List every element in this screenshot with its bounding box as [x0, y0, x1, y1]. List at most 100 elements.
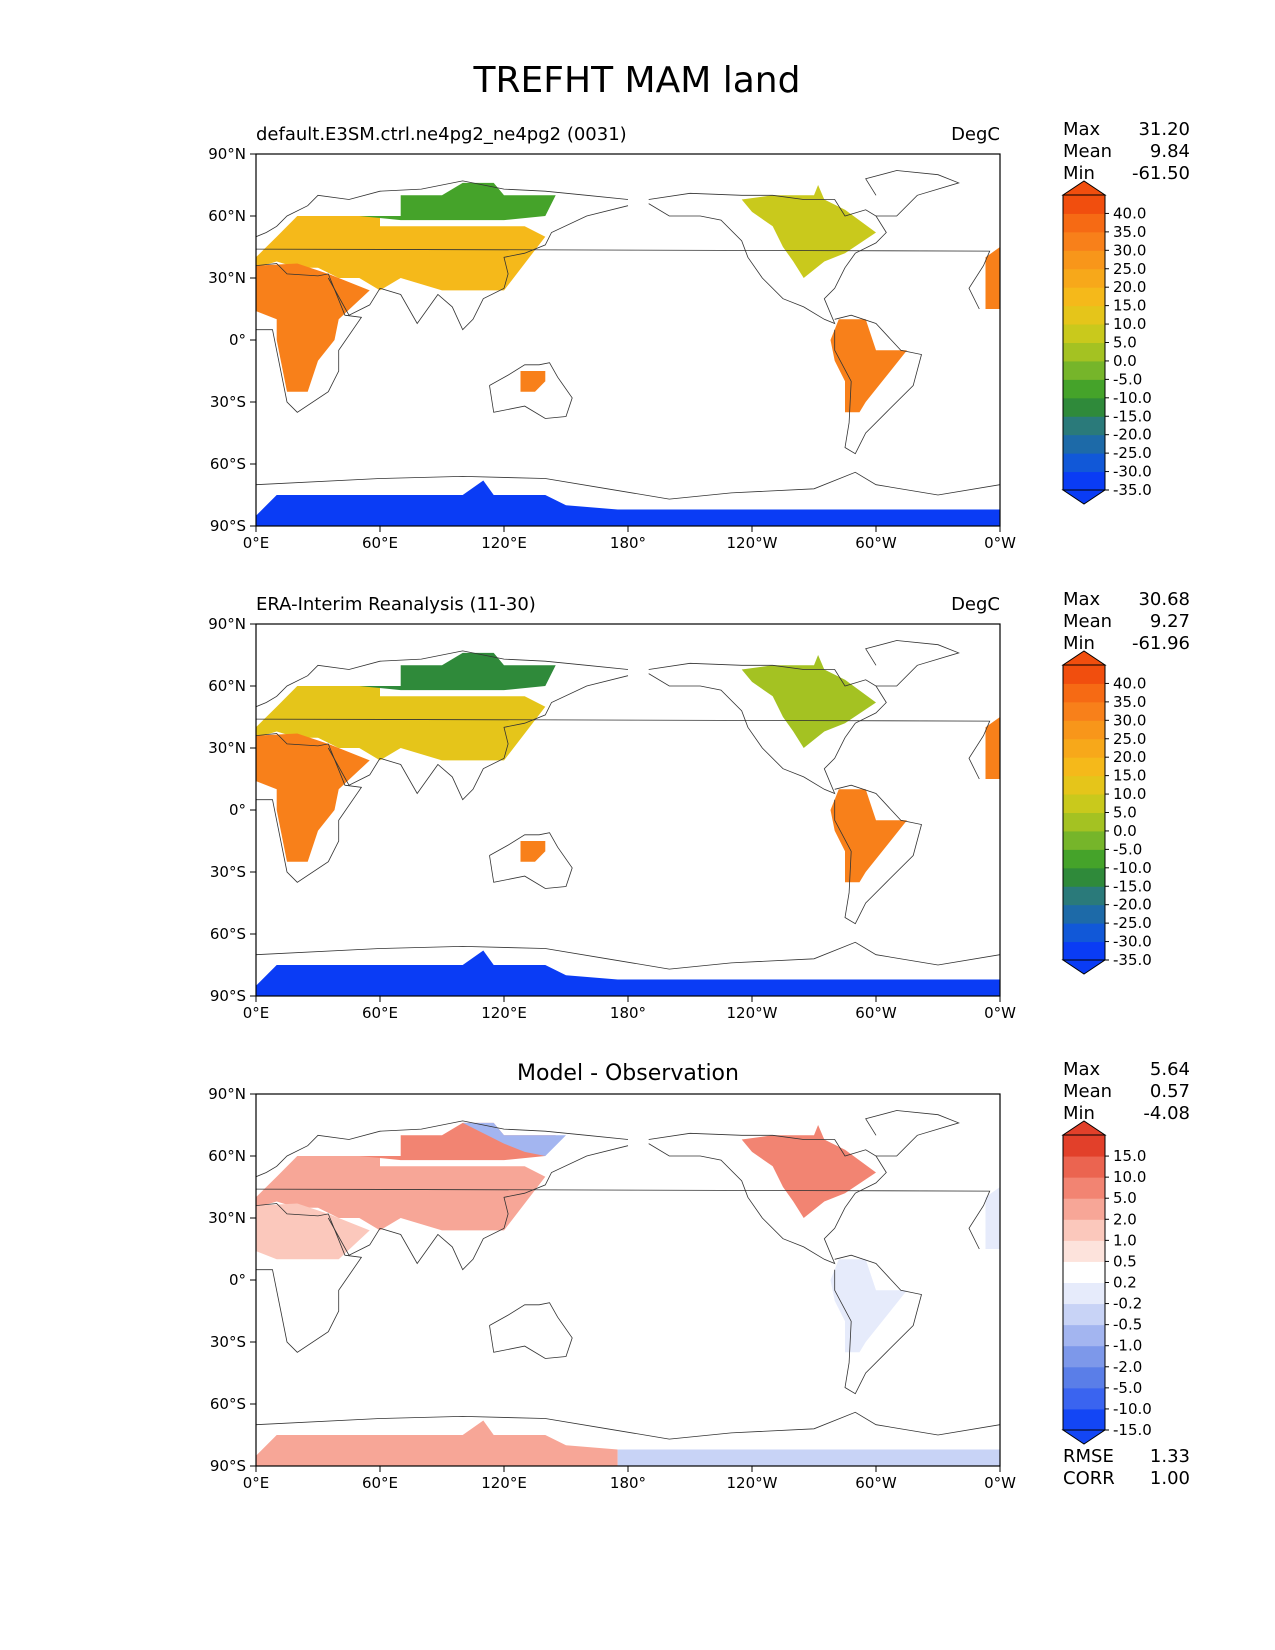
- region-south-america: [830, 319, 907, 413]
- colorbar-extend-bottom: [1061, 1429, 1107, 1445]
- region-antarctica: [256, 480, 1000, 526]
- x-tick-label: 0°E: [243, 1004, 270, 1022]
- y-tick-label: 90°S: [210, 1457, 246, 1475]
- region-north-america: [741, 185, 876, 278]
- colorbar-segment: [1063, 195, 1105, 214]
- x-tick-label: 0°W: [984, 1474, 1016, 1492]
- region-siberia: [359, 1122, 556, 1161]
- colorbar-segment: [1063, 231, 1105, 251]
- colorbar-tick-label: 5.0: [1113, 1189, 1137, 1207]
- colorbar-tick-label: 0.0: [1113, 822, 1137, 840]
- coastline: [256, 180, 629, 238]
- coastline: [834, 1254, 922, 1395]
- colorbar-segment: [1063, 683, 1105, 703]
- stat-max-label: Max: [1063, 119, 1101, 140]
- region-central-africa: [276, 789, 339, 862]
- coastline: [256, 941, 1000, 970]
- colorbar-segment: [1063, 250, 1105, 270]
- colorbar-segment: [1063, 434, 1105, 454]
- colorbar-tick-label: 35.0: [1113, 223, 1146, 241]
- region-north-america: [741, 655, 876, 748]
- y-tick-label: 30°N: [208, 1209, 246, 1227]
- colorbar-tick-label: 5.0: [1113, 334, 1137, 352]
- colorbar-segment: [1063, 1240, 1105, 1262]
- colorbar-tick-label: 10.0: [1113, 785, 1146, 803]
- colorbar-segment: [1063, 268, 1105, 288]
- region-australia: [520, 1311, 546, 1332]
- colorbar-segment: [1063, 1408, 1105, 1431]
- stat-min-value: -61.96: [1132, 633, 1190, 654]
- stat-mean-label: Mean: [1063, 1081, 1112, 1102]
- stat-mean-label: Mean: [1063, 141, 1112, 162]
- map-area: [256, 1094, 1000, 1466]
- panel-title-center: Model - Observation: [517, 1061, 739, 1086]
- colorbar-segment: [1063, 1324, 1105, 1347]
- colorbar-tick-label: 15.0: [1113, 767, 1146, 785]
- coastline: [489, 1302, 573, 1359]
- stat-mean-label: Mean: [1063, 611, 1112, 632]
- y-tick-label: 60°S: [210, 1395, 246, 1413]
- region-south-america: [830, 789, 907, 883]
- rmse-label: RMSE: [1063, 1446, 1114, 1467]
- colorbar-tick-label: -15.0: [1113, 877, 1152, 895]
- rmse-value: 1.33: [1150, 1446, 1190, 1467]
- colorbar-tick-label: 25.0: [1113, 730, 1146, 748]
- y-tick-label: 60°S: [210, 925, 246, 943]
- colorbar-tick-label: 0.2: [1113, 1274, 1137, 1292]
- colorbar-segment: [1063, 867, 1105, 887]
- colorbar: 40.035.030.025.020.015.010.05.00.0-5.0-1…: [1061, 180, 1152, 505]
- region-north-america: [741, 1125, 876, 1218]
- x-tick-label: 120°W: [727, 1004, 778, 1022]
- y-tick-label: 60°N: [208, 207, 246, 225]
- colorbar-extend-bottom: [1061, 489, 1107, 505]
- colorbar-segment: [1063, 830, 1105, 850]
- x-tick-label: 120°W: [727, 1474, 778, 1492]
- region-west-africa-edge: [985, 247, 1000, 309]
- x-tick-label: 60°W: [855, 534, 897, 552]
- colorbar-segment: [1063, 360, 1105, 380]
- y-tick-label: 0°: [229, 801, 246, 819]
- coastline: [327, 675, 629, 801]
- y-tick-label: 60°N: [208, 1147, 246, 1165]
- colorbar-tick-label: -10.0: [1113, 859, 1152, 877]
- colorbar-tick-label: 0.0: [1113, 352, 1137, 370]
- y-tick-label: 30°N: [208, 739, 246, 757]
- colorbar-tick-label: 15.0: [1113, 1147, 1146, 1165]
- colorbar-segment: [1063, 453, 1105, 473]
- region-siberia: [359, 182, 556, 221]
- colorbar-segment: [1063, 886, 1105, 906]
- x-tick-label: 0°W: [984, 1004, 1016, 1022]
- region-europe-asia: [256, 686, 546, 761]
- colorbar-segment: [1063, 1387, 1105, 1410]
- colorbar: 40.035.030.025.020.015.010.05.00.0-5.0-1…: [1061, 650, 1152, 975]
- y-tick-label: 60°N: [208, 677, 246, 695]
- colorbar-segment: [1063, 379, 1105, 399]
- colorbar-tick-label: 35.0: [1113, 693, 1146, 711]
- coastline: [648, 192, 887, 325]
- colorbar-segment: [1063, 305, 1105, 325]
- colorbar-segment: [1063, 1219, 1105, 1241]
- figure-title: TREFHT MAM land: [473, 60, 801, 101]
- colorbar-tick-label: -10.0: [1113, 1400, 1152, 1418]
- panel-reference: ERA-Interim Reanalysis (11-30) DegC Max …: [208, 589, 1190, 1022]
- x-tick-label: 120°E: [481, 1474, 527, 1492]
- colorbar-tick-label: 20.0: [1113, 748, 1146, 766]
- panel-model: default.E3SM.ctrl.ne4pg2_ne4pg2 (0031) D…: [208, 119, 1190, 552]
- region-europe-asia: [256, 1156, 546, 1231]
- colorbar-tick-label: 30.0: [1113, 241, 1146, 259]
- coastline: [256, 1120, 629, 1178]
- colorbar-tick-label: -10.0: [1113, 389, 1152, 407]
- colorbar-segment: [1063, 701, 1105, 721]
- y-tick-label: 90°N: [208, 145, 246, 163]
- colorbar-segment: [1063, 1135, 1105, 1157]
- coastline: [865, 1110, 960, 1157]
- colorbar-segment: [1063, 416, 1105, 436]
- colorbar-segment: [1063, 849, 1105, 869]
- colorbar-segment: [1063, 324, 1105, 343]
- colorbar-tick-label: -0.2: [1113, 1295, 1142, 1313]
- colorbar-tick-label: 40.0: [1113, 674, 1146, 692]
- x-tick-label: 60°W: [855, 1474, 897, 1492]
- stat-max-value: 31.20: [1138, 119, 1190, 140]
- map-area: [256, 154, 1000, 526]
- y-tick-label: 30°N: [208, 269, 246, 287]
